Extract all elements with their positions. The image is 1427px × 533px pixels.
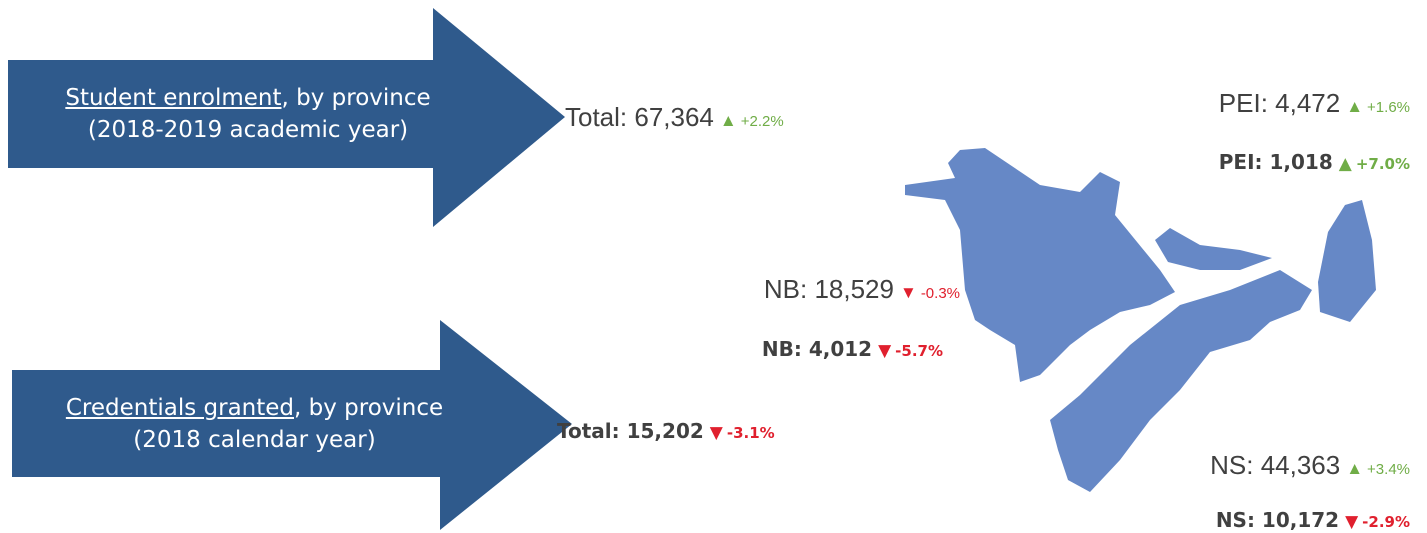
- change-arrow: ▲: [719, 111, 737, 130]
- change-value: -0.3%: [920, 285, 960, 302]
- change-value: +1.6%: [1367, 99, 1410, 116]
- stat-label: NB: 4,012: [761, 337, 873, 361]
- arrow-subtitle: (2018 calendar year): [133, 427, 376, 453]
- map-cape-breton: [1318, 200, 1376, 322]
- change-value: +3.4%: [1367, 461, 1410, 478]
- stat-label: NS: 10,172: [1215, 508, 1340, 532]
- stat-label: PEI: 1,018: [1218, 150, 1333, 174]
- change-value: -2.9%: [1362, 513, 1410, 531]
- stat-label: Total: 15,202: [557, 419, 704, 443]
- stat: PEI: 4,472 ▲ +1.6%: [1219, 88, 1410, 119]
- change-value: +7.0%: [1355, 155, 1410, 173]
- arrow-shape: [8, 8, 565, 227]
- arrow-subtitle: (2018-2019 academic year): [87, 117, 409, 143]
- change-arrow: ▼: [709, 423, 723, 443]
- change-value: +2.2%: [740, 113, 784, 130]
- arrow-title-rest: , by province: [281, 85, 431, 111]
- change-arrow: ▲: [1346, 459, 1364, 478]
- arrow-title: Student enrolment: [65, 85, 282, 111]
- arrow-title-rest: , by province: [294, 395, 444, 421]
- change-arrow: ▼: [878, 341, 892, 361]
- stat: NS: 44,363 ▲ +3.4%: [1210, 450, 1410, 481]
- arrow-title: Credentials granted: [65, 395, 295, 421]
- stat: NS: 10,172 ▼ -2.9%: [1216, 508, 1410, 532]
- map-pei: [1155, 228, 1272, 270]
- arrow-label: Credentials granted, by province (2018 c…: [12, 392, 497, 456]
- map-nb: [905, 148, 1175, 382]
- stat: Total: 15,202 ▼ -3.1%: [557, 419, 775, 443]
- stat: NB: 4,012 ▼ -5.7%: [762, 337, 943, 361]
- change-arrow: ▼: [899, 283, 917, 302]
- arrow-label: Student enrolment, by province (2018-201…: [8, 82, 488, 146]
- map-ns: [1050, 270, 1312, 492]
- stat-label: NS: 44,363: [1210, 450, 1341, 480]
- change-value: -5.7%: [895, 342, 943, 360]
- stat: NB: 18,529 ▼ -0.3%: [764, 274, 960, 305]
- change-arrow: ▲: [1346, 97, 1364, 116]
- stat-label: NB: 18,529: [763, 274, 894, 304]
- stat-label: Total: 67,364: [565, 102, 714, 132]
- stat: PEI: 1,018 ▲ +7.0%: [1219, 150, 1410, 174]
- arrow-shape: [12, 320, 572, 530]
- map: [905, 148, 1376, 492]
- change-arrow: ▲: [1338, 154, 1352, 174]
- change-value: -3.1%: [726, 424, 775, 442]
- change-arrow: ▼: [1345, 512, 1359, 532]
- stat-label: PEI: 4,472: [1218, 88, 1341, 118]
- stat: Total: 67,364 ▲ +2.2%: [565, 102, 784, 133]
